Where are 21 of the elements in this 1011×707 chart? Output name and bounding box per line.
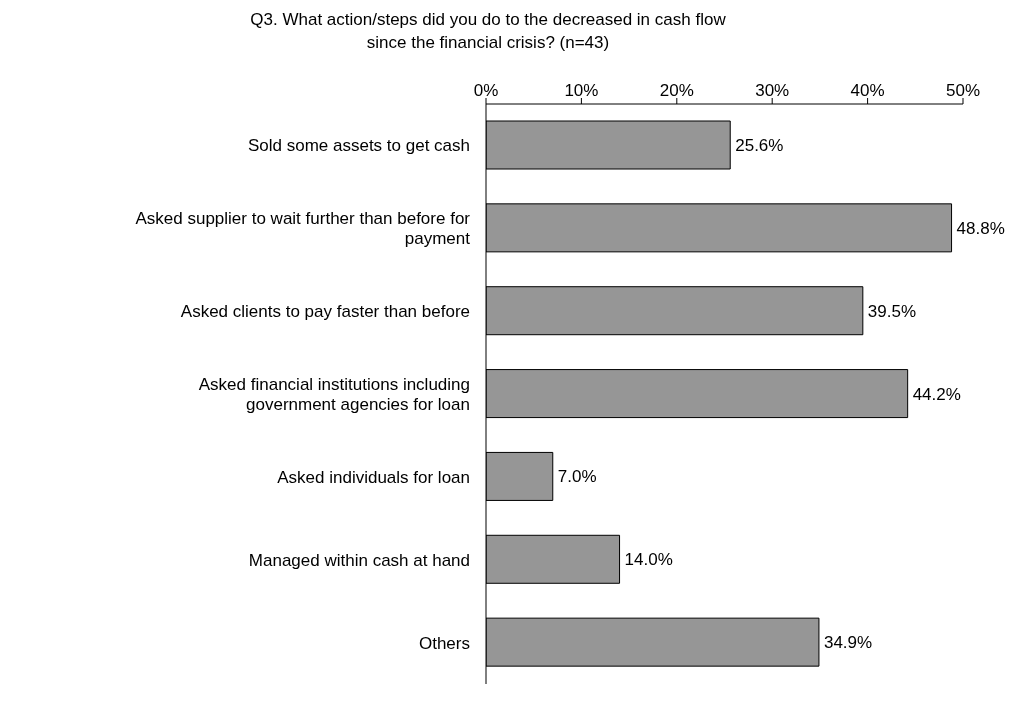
data-label: 39.5% <box>867 301 917 321</box>
data-label: 25.6% <box>735 136 784 156</box>
x-tick-label: 0% <box>473 81 499 100</box>
y-tick-label: Asked clients to pay faster than before <box>180 301 470 321</box>
data-label: 48.8% <box>956 218 1005 238</box>
x-tick-label: 20% <box>659 81 694 100</box>
y-tick-label: Sold some assets to get cash <box>247 135 470 155</box>
data-label: 7.0% <box>557 467 597 487</box>
y-tick-label: Managed within cash at hand <box>248 550 470 570</box>
data-label: 34.9% <box>823 633 873 653</box>
y-tick-label: Asked supplier to wait further than before for payment <box>135 208 471 248</box>
y-tick-label: Asked financial institutions including government agencies for loan <box>198 374 470 414</box>
x-tick-label: 50% <box>945 81 981 100</box>
y-tick-label: Asked individuals for loan <box>277 467 470 487</box>
x-tick-label: 10% <box>564 81 599 100</box>
data-label: 44.2% <box>912 384 961 404</box>
y-tick-label: Others <box>418 633 470 653</box>
data-label: 14.0% <box>624 550 673 570</box>
x-tick-label: 40% <box>850 81 885 100</box>
x-tick-label: 30% <box>755 81 790 100</box>
chart-title: Q3. What action/steps did you do to the decreased in cash flow since the financial crisis? (n=43) <box>249 9 727 54</box>
